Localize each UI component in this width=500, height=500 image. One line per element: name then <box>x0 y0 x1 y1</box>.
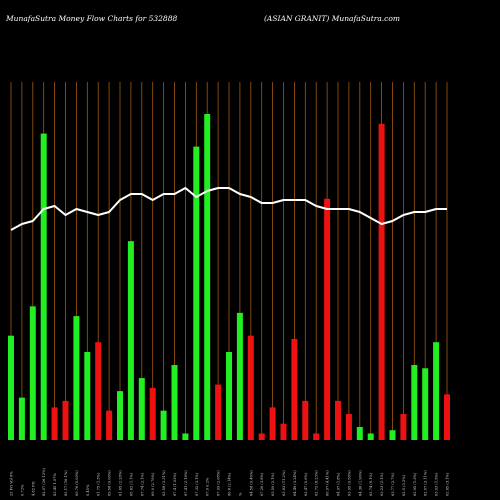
money-flow-bar <box>378 123 385 440</box>
x-tick-label: 67.9 0.2% <box>206 477 210 496</box>
money-flow-bar <box>193 146 200 440</box>
money-flow-bar <box>335 400 341 440</box>
x-tick-label: 69.0 (2.70%) <box>151 472 155 496</box>
money-flow-bar <box>422 368 429 440</box>
x-tick-label: 65.62 (1.1%) <box>129 472 133 496</box>
x-tick-label: 67.41 (2.18%) <box>184 470 188 496</box>
money-flow-bar <box>182 433 189 440</box>
x-tick-label: 62.95 (1.3%) <box>413 472 417 496</box>
money-flow-bar <box>29 306 36 440</box>
money-flow-bar <box>40 133 47 440</box>
money-flow-bar <box>171 365 178 440</box>
money-flow-bar <box>247 335 254 440</box>
x-tick-label: % <box>238 492 242 496</box>
money-flow-bar <box>95 342 102 440</box>
x-tick-label: 0.72% <box>20 484 24 496</box>
money-flow-bar <box>62 400 69 440</box>
x-tick-label: 63.83 (11.2%) <box>282 470 286 496</box>
money-flow-bar <box>433 342 440 440</box>
money-flow-bar <box>302 400 309 440</box>
money-flow-bar <box>280 423 287 440</box>
x-tick-label: 61.75 (1.3%) <box>97 472 101 496</box>
money-flow-bar <box>269 407 276 440</box>
money-flow-bar <box>444 394 450 440</box>
money-flow-bar <box>18 397 25 440</box>
money-flow-bar <box>236 312 243 440</box>
chart-title-left: MunafaSutra Money Flow Charts for 532888 <box>5 14 177 23</box>
money-flow-bar <box>411 365 418 440</box>
x-tick-label: 69.58 (0.06%) <box>108 470 112 496</box>
x-tick-label: 82.17 (16.1%) <box>64 470 68 496</box>
money-flow-bar <box>367 433 374 440</box>
x-tick-label: 63.58 (3.31%) <box>162 470 166 496</box>
x-tick-label: 82.07 (26.12%) <box>42 467 46 496</box>
x-tick-label: 62.23 (2.1%) <box>380 472 384 496</box>
x-tick-label: 63.93 (1.9%) <box>435 472 439 496</box>
x-tick-labels: 22 Fri Vol 6% 0.72% 4.82 Fri 82.07 (26.12%)… <box>10 467 450 496</box>
money-flow-bar <box>345 413 352 440</box>
money-flow-bar <box>313 433 320 440</box>
x-tick-label: 62.65 (3.1%) <box>446 472 450 496</box>
x-tick-label: 64.97 (1.8%) <box>337 472 341 496</box>
x-tick-label: 63.47 (0.6%) <box>304 472 308 496</box>
money-flow-bar <box>324 198 331 440</box>
trend-line <box>10 187 447 231</box>
x-tick-label: 63.95 (0.58%) <box>347 470 351 496</box>
x-tick-label: 64.49 (3.24%) <box>293 470 297 496</box>
x-tick-label: 67.4 (1.02%) <box>173 472 177 496</box>
x-tick-label: 69.76 (0.09%) <box>75 470 79 496</box>
money-flow-bar <box>138 378 145 440</box>
x-tick-label: 67.74 (2.1%) <box>140 472 144 496</box>
money-flow-bar <box>117 391 123 440</box>
money-flow-bar <box>106 410 113 440</box>
x-tick-label: 61.65 (2.28%) <box>119 470 123 496</box>
x-tick-label: 62.5 (3.2%) <box>402 474 406 496</box>
x-tick-label: 63.77 (2.7%) <box>391 472 395 496</box>
x-tick-label: 67.09 (2.08%) <box>217 470 221 496</box>
money-flow-bar <box>215 384 222 440</box>
money-flow-bar <box>8 335 14 440</box>
x-tick-label: 64.58 (0.46%) <box>249 470 253 496</box>
money-flow-bar <box>149 387 156 440</box>
money-flow-bar <box>258 433 265 440</box>
x-tick-label: 63.59 (2.1%) <box>271 472 275 496</box>
money-flow-bar <box>204 114 211 440</box>
chart-title-right: (ASIAN GRANIT) MunafaSutra.com <box>264 14 400 23</box>
x-tick-label: 4.82 Fri <box>31 481 35 496</box>
money-flow-bar <box>226 351 232 440</box>
money-flow-bar <box>51 407 58 440</box>
money-flow-bar <box>84 351 91 440</box>
money-flow-bars <box>8 114 450 440</box>
x-tick-label: 64.36 (1.96%) <box>358 470 362 496</box>
money-flow-bar <box>291 338 298 440</box>
x-tick-label: 62.74 (6.1%) <box>369 472 373 496</box>
x-tick-label: 83.45 1.07% <box>53 473 57 496</box>
x-tick-label: 22 Fri Vol 6% <box>10 471 14 496</box>
x-tick-label: 66.8 (2.14%) <box>228 472 232 496</box>
money-flow-bar <box>73 316 80 440</box>
money-flow-bar <box>356 426 363 440</box>
money-flow-bar <box>389 430 396 440</box>
x-tick-label: 67.32 (3.1%) <box>195 472 199 496</box>
money-flow-bar <box>160 410 167 440</box>
money-flow-bar <box>127 241 134 440</box>
x-tick-label: 60.97 (4.41%) <box>326 470 330 496</box>
x-tick-label: 62.72 (8.23%) <box>315 470 319 496</box>
x-tick-label: 62.57 (3.11%) <box>424 470 428 496</box>
money-flow-bar <box>400 413 407 440</box>
x-tick-label: 67.26 (3.8%) <box>260 472 264 496</box>
x-tick-label: 0.45% <box>86 484 90 496</box>
